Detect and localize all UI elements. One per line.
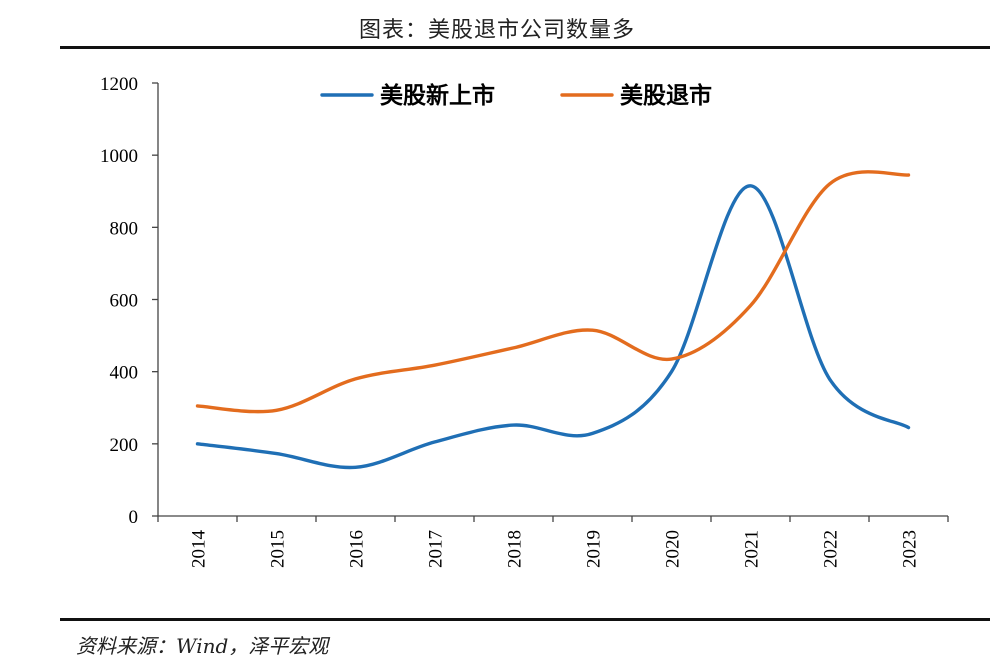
y-tick-label: 600 [110,291,139,312]
series-line-2 [195,170,911,414]
x-tick-label: 2015 [268,530,289,568]
y-tick-label: 1000 [100,146,138,167]
y-tick-label: 400 [110,363,139,384]
source-note: 资料来源：Wind，泽平宏观 [76,634,329,658]
y-tick-label: 0 [129,507,139,528]
x-tick-label: 2016 [347,530,368,568]
top-rule [60,46,990,49]
x-tick-label: 2018 [505,530,526,568]
bottom-rule [60,618,990,621]
series-line-1 [195,184,911,470]
legend-label-1: 美股新上市 [380,82,495,109]
series-layer [195,170,911,470]
x-tick-label: 2020 [663,530,684,568]
legend-label-2: 美股退市 [620,82,712,109]
y-tick-label: 800 [110,218,139,239]
x-tick-label: 2021 [742,530,763,568]
x-tick-label: 2022 [821,530,842,568]
x-tick-label: 2014 [189,530,210,569]
y-tick-label: 200 [110,435,139,456]
y-tick-label: 1200 [100,74,138,95]
chart-legend: 美股新上市 美股退市 [320,82,712,109]
x-tick-label: 2023 [900,530,921,568]
chart-axes: 0 200 400 600 800 1000 1200 2014 2015 2016 2017 201… [100,74,949,569]
page-title: 图表：美股退市公司数量多 [358,18,635,43]
x-tick-label: 2019 [584,530,605,568]
x-tick-label: 2017 [426,530,447,568]
